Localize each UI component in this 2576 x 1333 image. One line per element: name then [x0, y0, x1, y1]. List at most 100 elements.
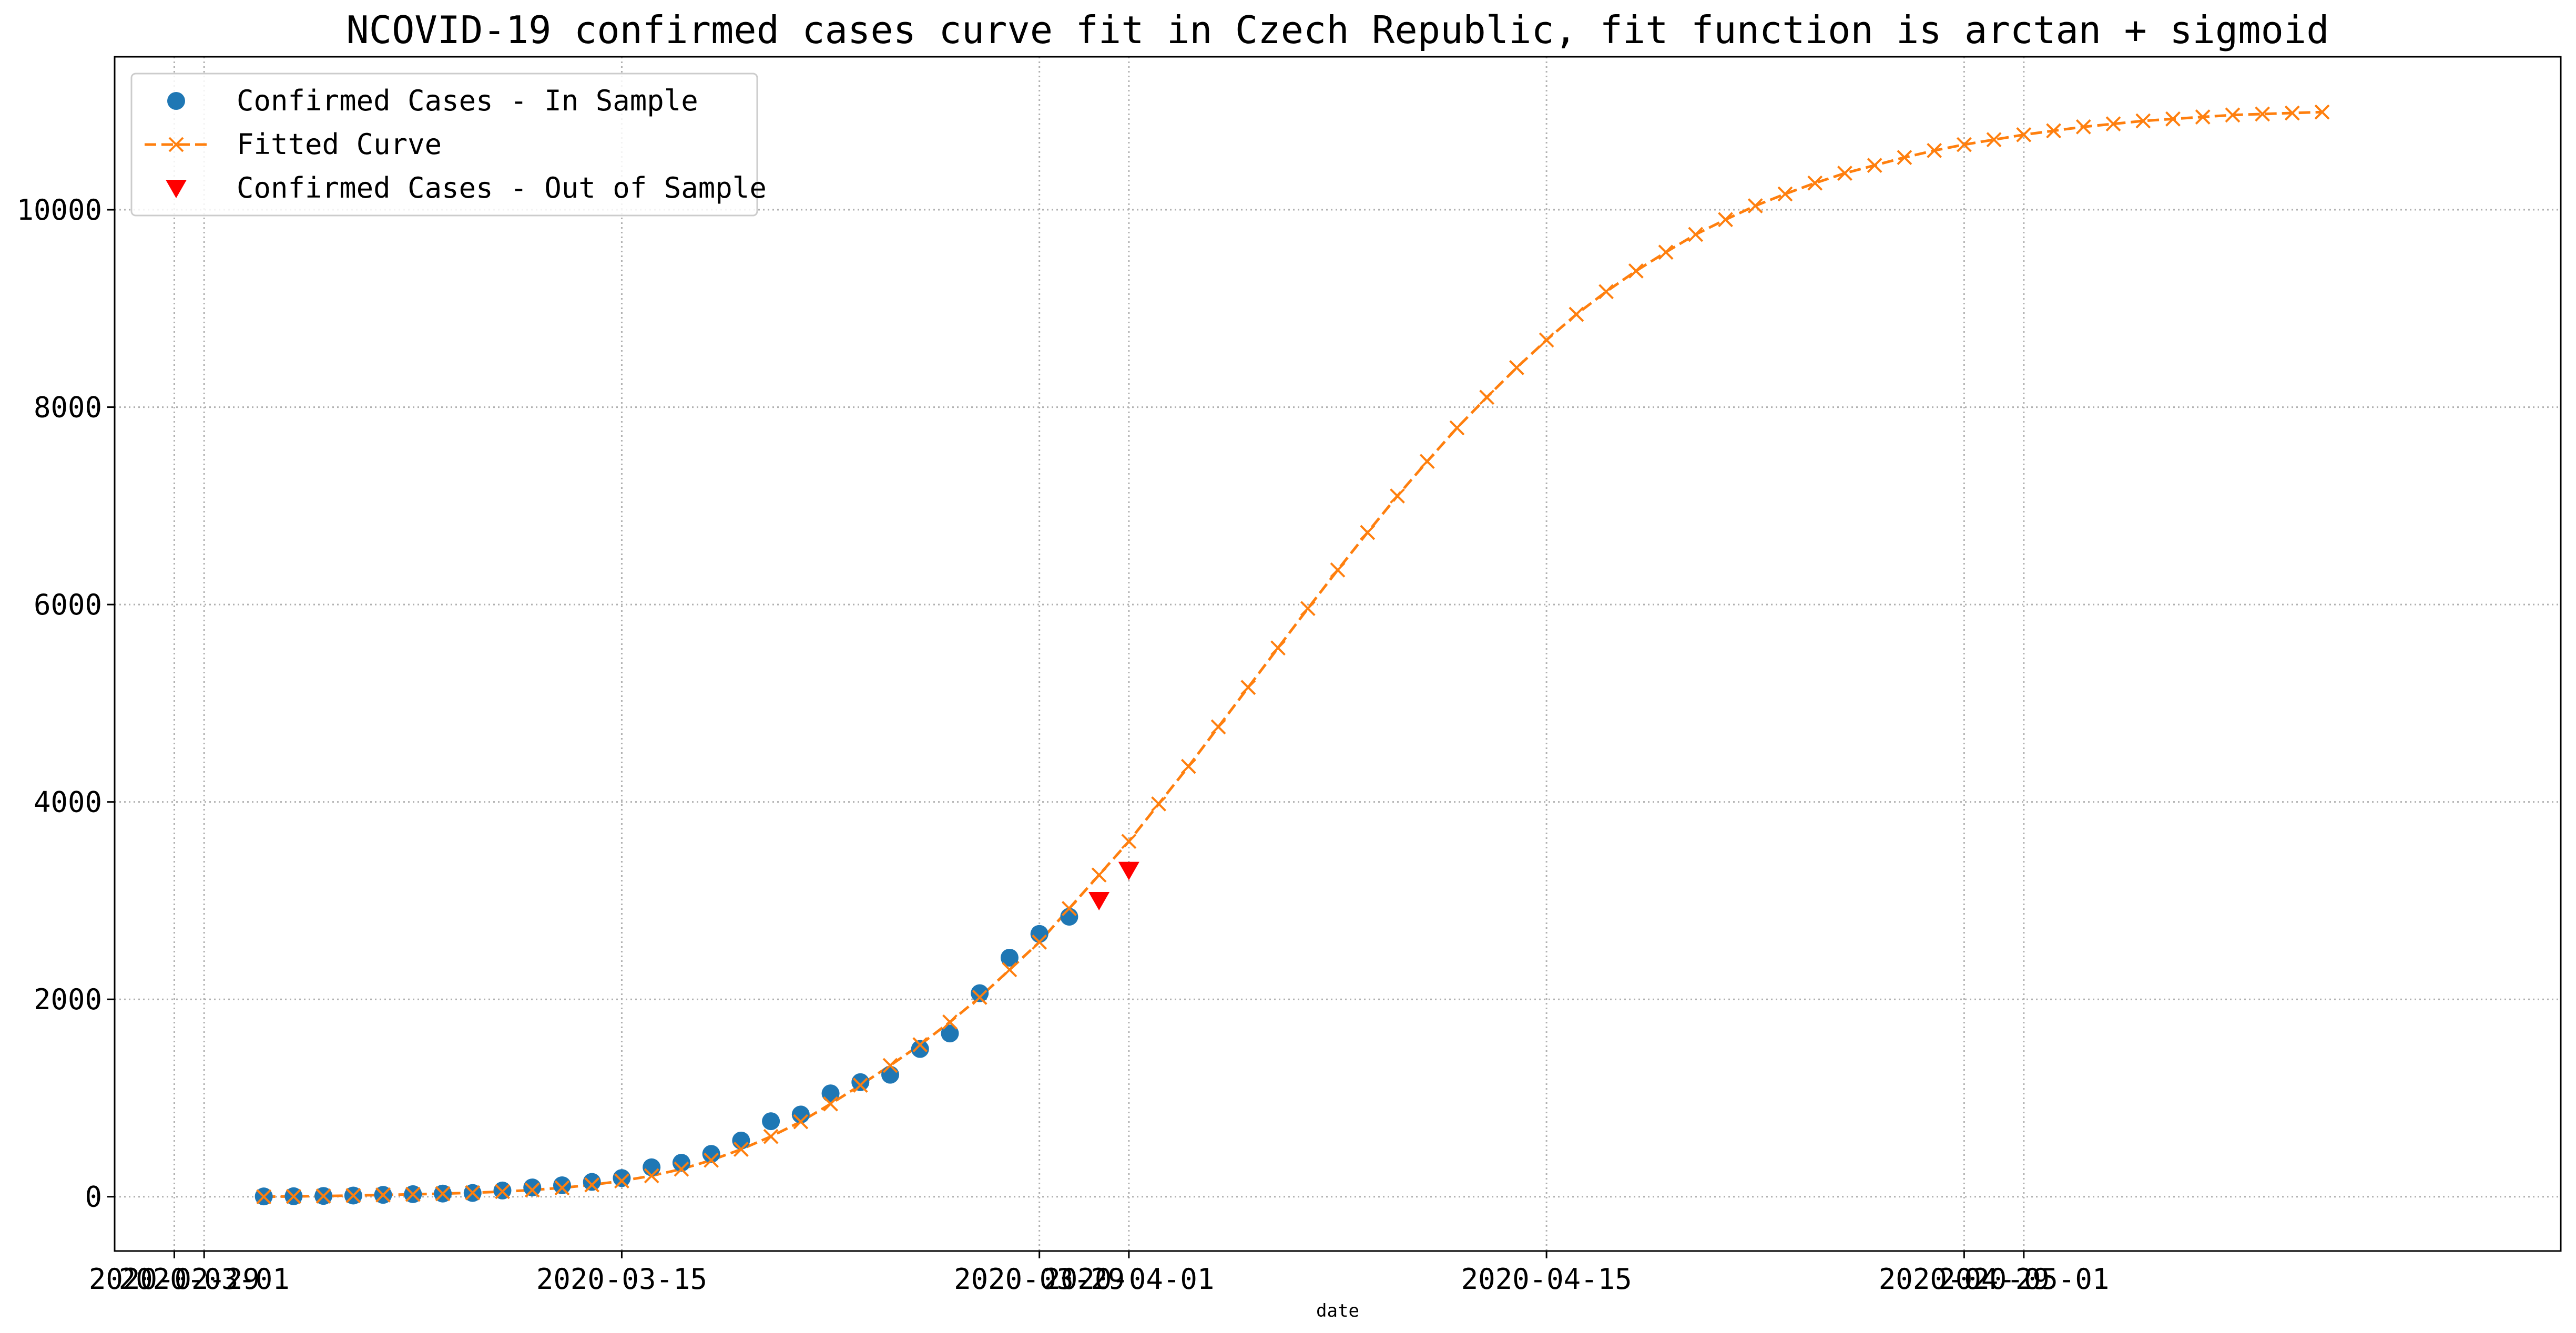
fitted-curve-marker	[1747, 198, 1763, 213]
x-tick-label: 2020-04-15	[1461, 1263, 1632, 1296]
fitted-curve-line	[263, 110, 2323, 1198]
fitted-curve-marker	[704, 1152, 719, 1168]
fitted-curve-marker	[554, 1180, 570, 1196]
fitted-curve-marker	[495, 1184, 510, 1199]
in-sample-point	[941, 1024, 959, 1043]
fitted-curve-marker	[1956, 137, 1972, 152]
fitted-curve-marker	[2016, 127, 2032, 142]
y-tick-label: 4000	[34, 786, 102, 819]
x-tick-label: 2020-05-01	[1938, 1263, 2109, 1296]
in-sample-point	[791, 1105, 810, 1124]
in-sample-point	[732, 1131, 750, 1150]
fitted-curve-marker	[1091, 867, 1107, 883]
fitted-curve-marker	[1062, 901, 1077, 916]
fitted-curve-marker	[1539, 332, 1554, 348]
fitted-curve-marker	[1449, 420, 1465, 436]
fitted-curve-marker	[1419, 454, 1435, 469]
fitted-curve-marker	[763, 1129, 779, 1144]
legend-label-in-sample: Confirmed Cases - In Sample	[237, 84, 698, 117]
fitted-curve-marker	[524, 1182, 540, 1198]
x-tick-label: 2020-04-01	[1043, 1263, 1214, 1296]
x-axis-label: date	[1316, 1300, 1359, 1321]
x-tick-label: 2020-02-29	[89, 1263, 260, 1296]
fitted-curve-marker	[2255, 106, 2270, 122]
fitted-curve-marker	[1688, 227, 1704, 242]
legend-label-fitted: Fitted Curve	[237, 128, 442, 161]
fitted-curve-marker	[465, 1185, 481, 1201]
in-sample-point	[971, 984, 989, 1002]
y-tick-label: 8000	[34, 391, 102, 424]
fitted-curve-marker	[1390, 488, 1405, 504]
fitted-curve-marker	[912, 1037, 928, 1052]
in-sample-point	[881, 1065, 900, 1084]
x-tick-label: 2020-03-29	[954, 1263, 1125, 1296]
in-sample-point	[643, 1158, 661, 1176]
fitted-curve-marker	[972, 990, 987, 1005]
fitted-curve-marker	[2075, 119, 2091, 135]
fitted-curve-marker	[1837, 166, 1852, 181]
x-tick-label: 2020-03-01	[119, 1263, 290, 1296]
fitted-curve-marker	[315, 1188, 331, 1204]
fitted-curve-marker	[852, 1078, 868, 1093]
fitted-curve-marker	[1986, 132, 2002, 148]
fitted-curve-marker	[2105, 116, 2121, 132]
fitted-curve-marker	[2046, 123, 2061, 139]
fitted-curve-marker	[1777, 186, 1793, 202]
fitted-curve-marker	[1509, 360, 1524, 375]
x-tick-label: 2020-03-15	[536, 1263, 707, 1296]
fitted-curve-marker	[1897, 150, 1912, 165]
legend-marker-fitted	[168, 137, 184, 152]
fitted-curve-marker	[435, 1186, 451, 1202]
plot-frame	[114, 56, 2562, 1252]
in-sample-point	[672, 1154, 690, 1172]
x-tick-label: 2020-04-29	[1879, 1263, 2050, 1296]
fitted-curve-marker	[1330, 562, 1346, 578]
out-of-sample-point	[1088, 892, 1110, 911]
in-sample-point	[1030, 925, 1048, 943]
legend-items: Confirmed Cases - In Sample Fitted Curve C…	[145, 84, 767, 204]
y-tick-label: 0	[85, 1181, 102, 1214]
fitted-curve-marker	[2195, 109, 2211, 125]
fitted-curve-marker	[942, 1014, 958, 1030]
fitted-curve-marker	[1867, 158, 1882, 173]
grid-lines	[115, 57, 2561, 1251]
fitted-curve-marker	[2165, 111, 2181, 127]
fitted-curve-marker	[2285, 105, 2300, 121]
y-tick-label: 2000	[34, 983, 102, 1016]
fitted-curve-marker	[1360, 525, 1376, 540]
fitted-curve-marker	[1658, 244, 1674, 260]
y-tick-label: 6000	[34, 588, 102, 621]
in-sample-point	[523, 1178, 542, 1197]
in-sample-point	[702, 1145, 720, 1163]
in-sample-point	[583, 1173, 601, 1191]
fitted-curve-marker	[256, 1189, 272, 1205]
fitted-curve-marker	[1718, 212, 1733, 228]
fitted-curve-marker	[1180, 758, 1196, 774]
fitted-curve-marker	[614, 1173, 629, 1189]
legend-box	[130, 73, 758, 217]
out-of-sample-point	[1118, 862, 1139, 880]
fitted-curve-marker	[286, 1188, 301, 1204]
fitted-curve-marker	[733, 1142, 749, 1157]
fitted-curve-marker	[1240, 680, 1256, 695]
fitted-curve-marker	[674, 1161, 689, 1177]
fitted-curve-marker	[1121, 834, 1137, 849]
in-sample-point	[1000, 948, 1019, 967]
y-tick-label: 10000	[16, 193, 102, 227]
series-layer	[254, 104, 2330, 1206]
in-sample-point	[762, 1112, 780, 1131]
in-sample-point	[613, 1169, 631, 1187]
fitted-curve-marker	[1479, 389, 1495, 405]
legend: Confirmed Cases - In Sample Fitted Curve C…	[130, 73, 767, 217]
fitted-curve-marker	[2225, 107, 2241, 123]
fitted-curve-marker	[793, 1114, 809, 1130]
fitted-curve-marker	[823, 1096, 838, 1112]
fitted-curve-marker	[1002, 962, 1017, 978]
fitted-curve-marker	[1807, 175, 1823, 191]
fitted-curve-marker	[1569, 306, 1584, 322]
fitted-curve-marker	[1927, 142, 1942, 158]
fitted-curve-marker	[1628, 263, 1644, 279]
